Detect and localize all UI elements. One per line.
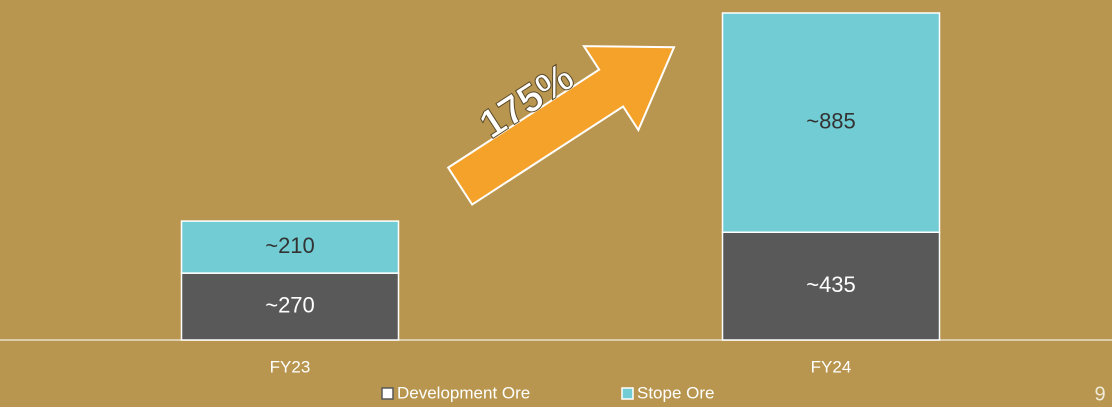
legend-label: Stope Ore: [637, 383, 715, 402]
legend-swatch: [621, 387, 634, 400]
bar-segment: [180, 272, 400, 341]
x-tick-label: FY24: [811, 357, 852, 376]
data-label: ~435: [806, 272, 856, 297]
bar-segment: [180, 220, 400, 274]
growth-arrow: [446, 45, 676, 206]
x-tick-label: FY23: [270, 357, 311, 376]
data-label: ~210: [265, 233, 315, 258]
legend-label: Development Ore: [397, 383, 530, 402]
data-label: ~270: [265, 292, 315, 317]
data-label: ~885: [806, 108, 856, 133]
bar-segment: [721, 12, 941, 233]
page-number: 9: [1094, 383, 1105, 405]
legend-swatch: [381, 387, 394, 400]
